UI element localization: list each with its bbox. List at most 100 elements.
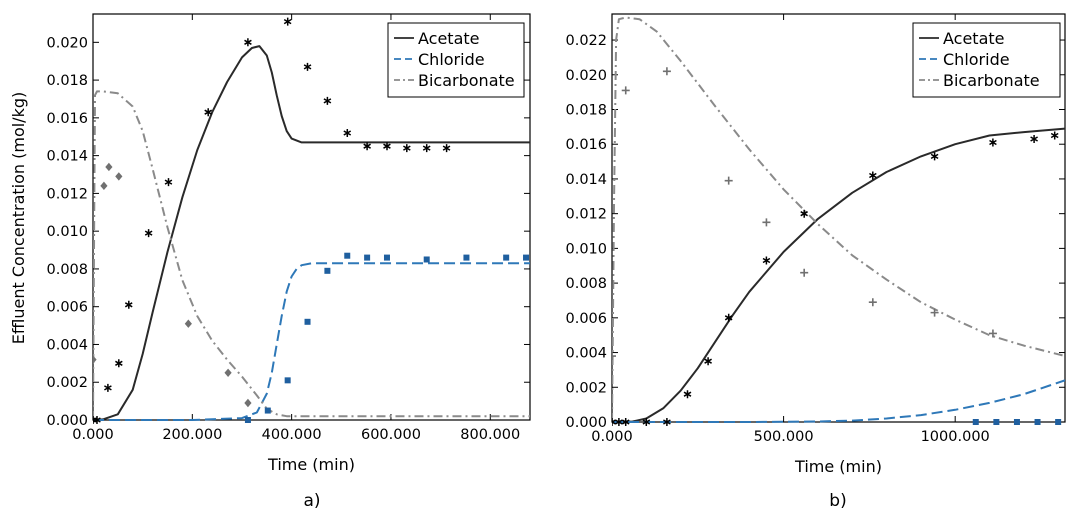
data-point-acetate [800,209,808,218]
data-point-bicarbonate [93,355,97,364]
data-point-bicarbonate [724,176,733,185]
data-point-acetate [343,129,352,137]
series-line-acetate [93,45,530,421]
data-point-chloride [244,417,251,423]
y-tick-label: 0.008 [46,262,88,278]
data-point-chloride [503,254,510,261]
y-tick-label: 0.014 [565,172,607,188]
data-point-acetate [869,171,877,180]
data-point-acetate [124,300,133,309]
legend-a: Acetate Chloride Bicarbonate [387,22,525,98]
data-point-bicarbonate [930,308,939,317]
data-point-acetate [244,38,252,47]
data-point-chloride [523,254,530,261]
data-point-acetate [204,108,213,117]
data-point-chloride [423,256,430,263]
x-tick-label: 0.000 [591,429,633,445]
legend-label-bicarbonate: Bicarbonate [418,71,515,90]
y-tick-label: 0.016 [46,111,88,127]
data-point-acetate [615,418,623,426]
data-point-bicarbonate [100,181,108,191]
legend-label-bicarbonate: Bicarbonate [943,71,1040,90]
data-point-acetate [704,357,712,366]
x-tick-label: 0.000 [72,427,114,443]
y-tick-label: 0.002 [46,375,88,391]
data-point-bicarbonate [105,162,113,172]
y-tick-label: 0.006 [565,311,607,327]
data-point-acetate [303,62,312,71]
chart-panel-b: 0.000 0.002 0.004 0.006 0.008 0.010 0.012 0.014… [565,13,1066,511]
data-point-acetate [115,359,123,368]
data-point-bicarbonate [800,268,809,277]
chart-panel-a: 0.000 0.002 0.004 0.006 0.008 0.010 0.012 0.014… [46,13,531,511]
legend-label-chloride: Chloride [943,50,1010,69]
y-tick-label: 0.014 [46,149,88,165]
y-tick-label: 0.018 [46,73,88,89]
data-point-acetate [1050,131,1059,140]
series-line-chloride [93,262,530,421]
y-axis-label-panel-a: Effluent Concentration (mol/kg) [9,92,28,344]
data-point-acetate [144,229,153,238]
x-tick-label: 200.000 [162,427,222,443]
data-point-chloride [993,419,1000,425]
y-tick-label: 0.004 [565,346,607,362]
x-axis-label-panel-b: Time (min) [794,457,882,476]
y-tick-label: 0.012 [565,207,607,223]
legend-label-acetate: Acetate [943,29,1005,48]
panel-label-b: b) [829,491,846,511]
data-point-chloride [304,318,311,325]
y-tick-label: 0.012 [46,186,88,202]
x-tick-label: 800.000 [460,427,520,443]
plot-frame-b [611,13,1066,423]
y-tick-label: 0.022 [565,33,607,49]
x-tick-label: 1000.000 [921,429,990,445]
x-tick-label: 500.000 [754,429,814,445]
y-tick-label: 0.000 [565,415,607,431]
data-point-acetate [363,142,371,151]
data-point-acetate [164,178,173,187]
data-point-acetate [612,418,616,426]
data-point-bicarbonate [184,319,192,328]
legend-box [912,22,1061,98]
data-point-bicarbonate [224,368,232,377]
y-tick-label: 0.008 [565,276,607,292]
data-point-acetate [683,390,692,399]
series-line-bicarbonate [612,16,1065,423]
y-tick-label: 0.020 [46,35,88,51]
data-point-acetate [724,313,733,322]
data-point-acetate [383,142,391,151]
y-tick-label: 0.010 [565,241,607,257]
plot-area-b [612,16,1065,426]
y-tick-label: 0.018 [565,102,607,118]
data-point-chloride [1034,419,1041,425]
legend-box [387,22,525,98]
y-tick-label: 0.020 [565,68,607,84]
data-point-chloride [364,254,371,261]
data-point-chloride [284,377,291,384]
y-tick-label: 0.002 [565,380,607,396]
data-point-bicarbonate [988,329,997,338]
data-point-acetate [621,418,630,426]
data-point-acetate [442,144,451,153]
data-point-acetate [1030,135,1038,143]
data-point-chloride [324,267,331,274]
series-line-bicarbonate [93,90,530,421]
data-point-bicarbonate [244,398,252,408]
y-tick-label: 0.016 [565,137,607,153]
data-point-acetate [283,17,292,26]
data-point-chloride [264,407,271,414]
data-point-chloride [463,254,470,261]
y-tick-label: 0.006 [46,300,88,316]
data-point-chloride [383,254,390,261]
data-point-chloride [1013,419,1020,425]
x-tick-label: 600.000 [361,427,421,443]
data-point-bicarbonate [662,67,671,76]
data-point-chloride [972,419,979,425]
x-tick-label: 400.000 [262,427,322,443]
data-point-acetate [989,138,997,147]
plot-frame-a [92,13,531,421]
y-tick-label: 0.000 [46,413,88,429]
legend-label-acetate: Acetate [418,29,480,48]
data-point-acetate [323,96,332,105]
